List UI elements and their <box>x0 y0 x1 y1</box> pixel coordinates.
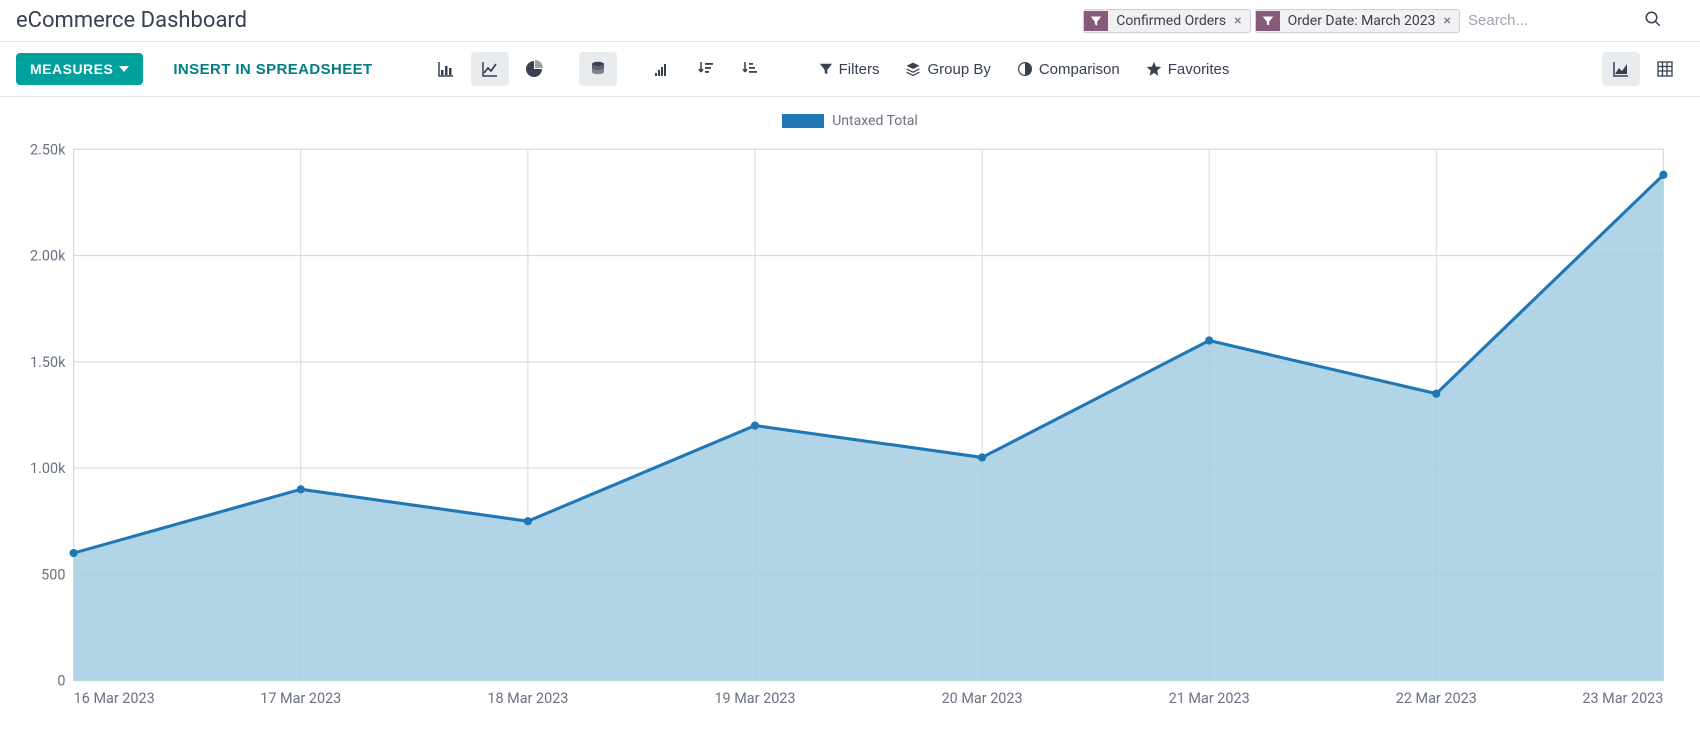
search-box <box>1464 8 1684 33</box>
svg-text:0: 0 <box>57 673 65 690</box>
caret-down-icon <box>119 64 129 74</box>
svg-text:1.50k: 1.50k <box>30 354 66 371</box>
filters-button[interactable]: Filters <box>809 53 890 86</box>
svg-text:1.00k: 1.00k <box>30 460 66 477</box>
favorites-label: Favorites <box>1168 61 1230 78</box>
svg-text:16 Mar 2023: 16 Mar 2023 <box>74 690 155 707</box>
legend-swatch <box>782 114 824 128</box>
svg-text:2.00k: 2.00k <box>30 248 66 265</box>
svg-text:21 Mar 2023: 21 Mar 2023 <box>1169 690 1250 707</box>
filter-icon <box>1256 11 1280 31</box>
filter-icon <box>1084 11 1108 31</box>
sort-asc-icon <box>653 60 671 78</box>
view-graph-button[interactable] <box>1602 52 1640 86</box>
close-icon[interactable]: × <box>1232 10 1249 32</box>
search-icon[interactable] <box>1644 10 1662 32</box>
chart-container: Untaxed Total 0 500 1.00k 1.50k 2.00k 2.50k 16… <box>0 97 1700 736</box>
bar-chart-icon <box>437 60 455 78</box>
svg-text:500: 500 <box>41 566 65 583</box>
area-chart-icon <box>1612 60 1630 78</box>
toolbar: MEASURES INSERT IN SPREADSHEET Filters G… <box>0 42 1700 97</box>
favorites-button[interactable]: Favorites <box>1136 53 1240 86</box>
svg-text:23 Mar 2023: 23 Mar 2023 <box>1582 690 1663 707</box>
stacked-button[interactable] <box>579 52 617 86</box>
layers-icon <box>905 61 921 77</box>
view-pivot-button[interactable] <box>1646 52 1684 86</box>
filter-icon <box>819 62 833 76</box>
comparison-label: Comparison <box>1039 61 1120 78</box>
groupby-label: Group By <box>927 61 990 78</box>
search-input[interactable] <box>1464 8 1644 33</box>
contrast-icon <box>1017 61 1033 77</box>
svg-text:19 Mar 2023: 19 Mar 2023 <box>714 690 795 707</box>
measures-button-label: MEASURES <box>30 61 113 77</box>
svg-text:20 Mar 2023: 20 Mar 2023 <box>942 690 1023 707</box>
active-filter-tags: Confirmed Orders × Order Date: March 202… <box>1083 9 1460 33</box>
filters-label: Filters <box>839 61 880 78</box>
svg-text:2.50k: 2.50k <box>30 141 66 158</box>
insert-spreadsheet-button[interactable]: INSERT IN SPREADSHEET <box>159 53 386 86</box>
chart-legend: Untaxed Total <box>16 107 1684 139</box>
sort-descending-button[interactable] <box>687 52 725 86</box>
groupby-button[interactable]: Group By <box>895 53 1000 86</box>
sort-ascending-alt-button[interactable] <box>731 52 769 86</box>
svg-text:18 Mar 2023: 18 Mar 2023 <box>487 690 568 707</box>
chart-type-pie-button[interactable] <box>515 52 553 86</box>
chart-type-line-button[interactable] <box>471 52 509 86</box>
legend-label: Untaxed Total <box>832 113 918 129</box>
sort-asc-alt-icon <box>741 60 759 78</box>
sort-ascending-button[interactable] <box>643 52 681 86</box>
comparison-button[interactable]: Comparison <box>1007 53 1130 86</box>
area-line-chart: 0 500 1.00k 1.50k 2.00k 2.50k 16 Mar 2023 17 Ma… <box>16 139 1684 716</box>
svg-text:17 Mar 2023: 17 Mar 2023 <box>260 690 341 707</box>
grid-icon <box>1656 60 1674 78</box>
filter-tag-label: Confirmed Orders <box>1108 10 1232 32</box>
star-icon <box>1146 61 1162 77</box>
svg-text:22 Mar 2023: 22 Mar 2023 <box>1396 690 1477 707</box>
close-icon[interactable]: × <box>1442 10 1459 32</box>
measures-button[interactable]: MEASURES <box>16 53 143 85</box>
page-title: eCommerce Dashboard <box>16 8 247 33</box>
header-bar: eCommerce Dashboard Confirmed Orders × O… <box>0 0 1700 42</box>
stacked-icon <box>589 60 607 78</box>
filter-tag-label: Order Date: March 2023 <box>1280 10 1442 32</box>
filter-tag-order-date[interactable]: Order Date: March 2023 × <box>1255 9 1460 33</box>
sort-desc-icon <box>697 60 715 78</box>
pie-chart-icon <box>525 60 543 78</box>
chart-type-bar-button[interactable] <box>427 52 465 86</box>
line-chart-icon <box>481 60 499 78</box>
filter-tag-confirmed-orders[interactable]: Confirmed Orders × <box>1083 9 1250 33</box>
